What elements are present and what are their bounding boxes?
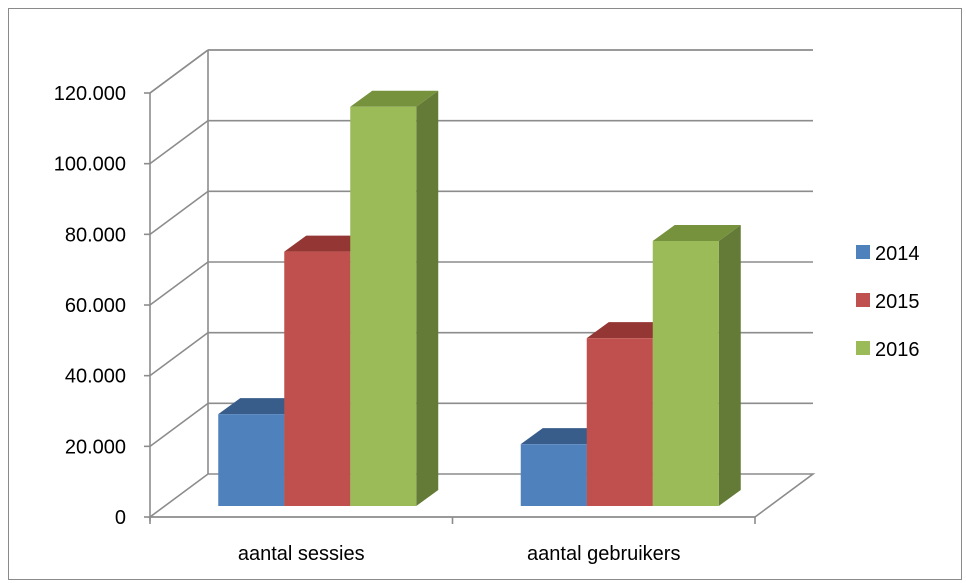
legend-item-2014: 2014 [856, 243, 920, 265]
y-tick-label: 60.000 [65, 295, 126, 317]
gridline-diagonal [149, 332, 209, 377]
legend: 2014 2015 2016 [856, 243, 920, 361]
bar-front [520, 444, 587, 506]
bar-top [350, 90, 439, 107]
x-axis: aantal sessies aantal gebruikers [149, 516, 756, 565]
y-axis: 0 20.000 40.000 60.000 80.000 100.000 120.000 [54, 83, 151, 529]
legend-label: 2014 [875, 243, 920, 265]
y-tick-label: 80.000 [65, 224, 126, 246]
legend-item-2016: 2016 [856, 339, 920, 361]
bar-front [350, 106, 417, 506]
gridline-diagonal [149, 402, 209, 447]
gridline-diagonal [149, 261, 209, 306]
y-tick-label: 20.000 [65, 436, 126, 458]
legend-swatch [856, 245, 870, 259]
y-tick-label: 100.000 [54, 154, 126, 176]
bar-side [416, 90, 439, 506]
y-tick-label: 40.000 [65, 366, 126, 388]
legend-swatch [856, 341, 870, 355]
legend-item-2015: 2015 [856, 291, 920, 313]
gridline-diagonal [149, 49, 209, 94]
bar-front [218, 414, 285, 506]
bar-side [718, 225, 741, 506]
x-tick-label: aantal sessies [238, 543, 365, 565]
legend-label: 2016 [875, 339, 920, 361]
y-tick-label: 0 [115, 507, 126, 529]
bar-front [652, 241, 719, 506]
bar-front [284, 251, 351, 506]
bar-top [652, 225, 741, 241]
bar-2016-1 [350, 90, 439, 506]
bar-2016-2 [652, 225, 741, 506]
gridline-diagonal [149, 190, 209, 235]
gridline-diagonal [149, 120, 209, 165]
chart-frame [8, 8, 962, 580]
y-tick-label: 120.000 [54, 83, 126, 105]
bars [218, 90, 741, 506]
x-tick-label: aantal gebruikers [527, 543, 680, 565]
legend-swatch [856, 293, 870, 307]
bar-front [586, 338, 653, 506]
legend-label: 2015 [875, 291, 920, 313]
